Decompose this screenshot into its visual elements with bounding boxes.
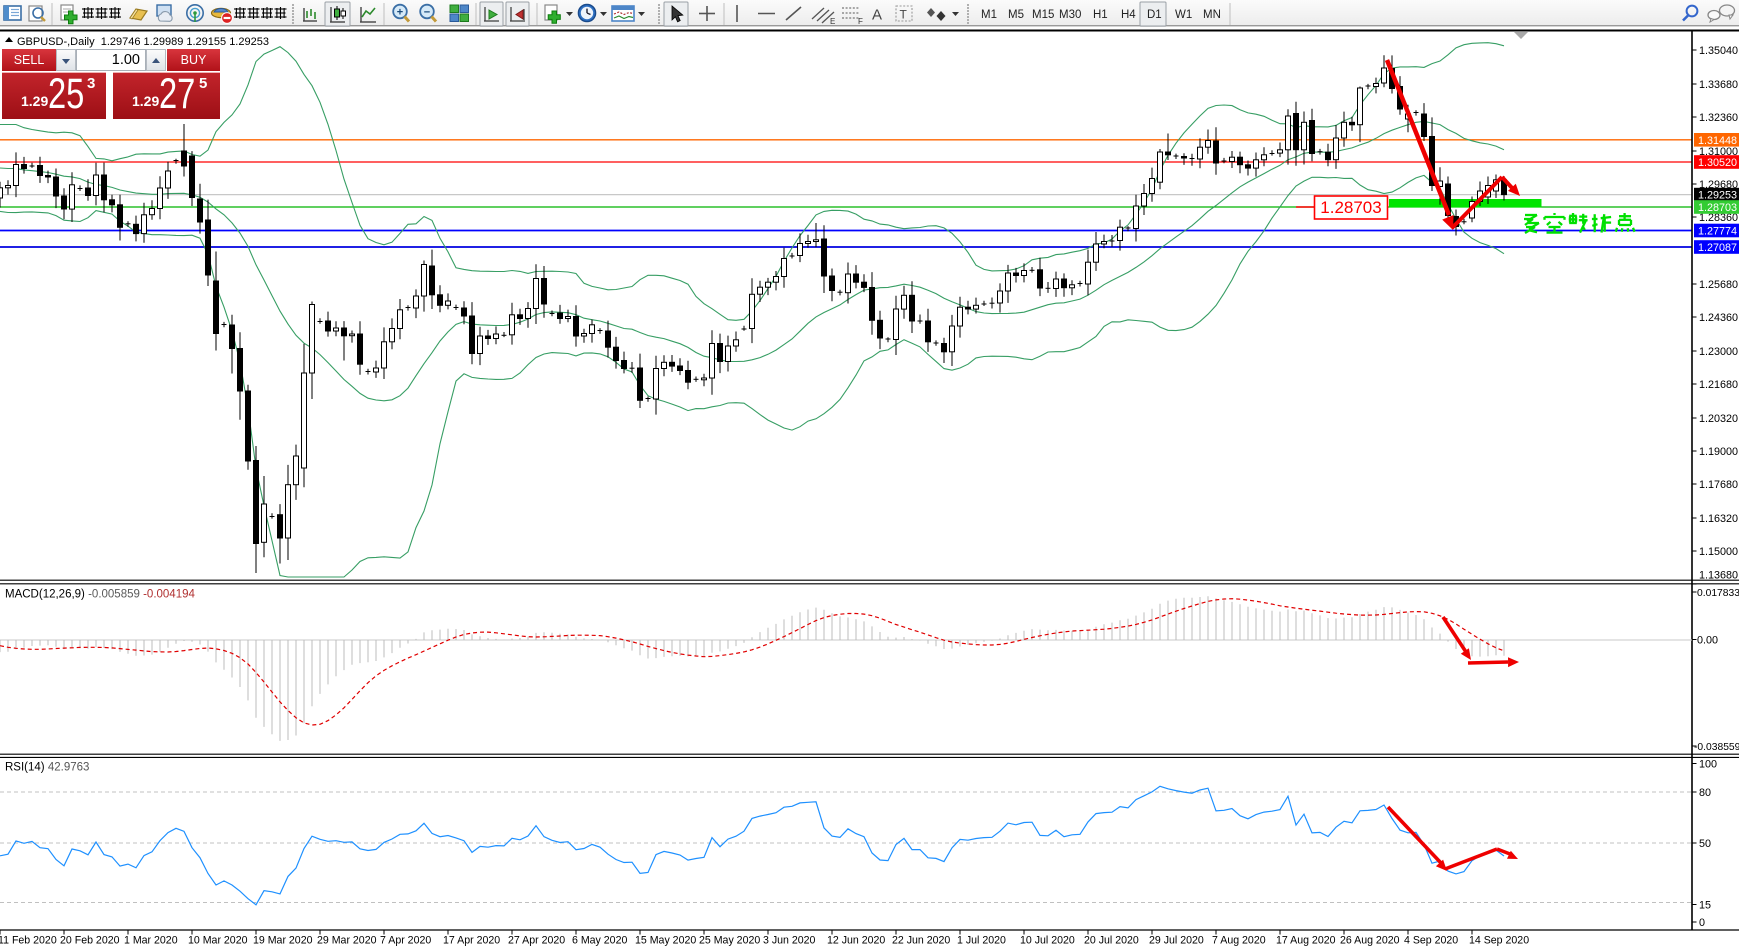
svg-text:D1: D1	[1147, 9, 1162, 21]
svg-text:1.13680: 1.13680	[1699, 570, 1738, 582]
svg-text:1.31448: 1.31448	[1698, 135, 1737, 147]
svg-text:6 May 2020: 6 May 2020	[572, 935, 627, 946]
svg-text:M5: M5	[1008, 9, 1024, 21]
svg-text:7 Apr 2020: 7 Apr 2020	[380, 935, 431, 946]
svg-text:E: E	[830, 17, 835, 26]
svg-text:1.28703: 1.28703	[1698, 202, 1737, 214]
svg-text:RSI(14) 42.9763: RSI(14) 42.9763	[5, 762, 89, 774]
svg-text:11 Feb 2020: 11 Feb 2020	[0, 935, 57, 946]
svg-text:26 Aug 2020: 26 Aug 2020	[1340, 935, 1400, 946]
svg-text:GBPUSD-,Daily 1.29746 1.29989: GBPUSD-,Daily 1.29746 1.29989 1.29155 1.…	[17, 36, 269, 48]
svg-text:M15: M15	[1032, 9, 1054, 21]
svg-text:27 Apr 2020: 27 Apr 2020	[508, 935, 565, 946]
svg-text:1.35040: 1.35040	[1699, 45, 1738, 57]
svg-text:10 Jul 2020: 10 Jul 2020	[1020, 935, 1075, 946]
svg-text:1.17680: 1.17680	[1699, 479, 1738, 491]
svg-text:17 Apr 2020: 17 Apr 2020	[443, 935, 500, 946]
svg-text:0.00: 0.00	[1697, 635, 1718, 647]
svg-text:−: −	[424, 7, 430, 19]
svg-text:1.31000: 1.31000	[1699, 146, 1738, 158]
svg-text:M1: M1	[981, 9, 997, 21]
svg-text:W1: W1	[1175, 9, 1192, 21]
svg-text:29 Mar 2020: 29 Mar 2020	[317, 935, 377, 946]
svg-text:1.28360: 1.28360	[1699, 212, 1738, 224]
svg-text:1.25680: 1.25680	[1699, 279, 1738, 291]
svg-text:1.21680: 1.21680	[1699, 379, 1738, 391]
svg-text:20 Jul 2020: 20 Jul 2020	[1084, 935, 1139, 946]
svg-text:1.23000: 1.23000	[1699, 346, 1738, 358]
svg-text:15 May 2020: 15 May 2020	[635, 935, 696, 946]
svg-text:A: A	[872, 7, 882, 24]
svg-text:1.15000: 1.15000	[1699, 546, 1738, 558]
svg-text:19 Mar 2020: 19 Mar 2020	[253, 935, 313, 946]
svg-text:20 Feb 2020: 20 Feb 2020	[60, 935, 120, 946]
svg-text:50: 50	[1699, 838, 1711, 850]
svg-text:15: 15	[1699, 900, 1711, 912]
svg-text:10 Mar 2020: 10 Mar 2020	[188, 935, 248, 946]
svg-text:80: 80	[1699, 787, 1711, 799]
svg-text:M30: M30	[1059, 9, 1081, 21]
svg-text:17 Aug 2020: 17 Aug 2020	[1276, 935, 1336, 946]
svg-text:29 Jul 2020: 29 Jul 2020	[1149, 935, 1204, 946]
svg-text:1.30520: 1.30520	[1698, 157, 1737, 169]
svg-text:+: +	[397, 7, 403, 19]
svg-text:7 Aug 2020: 7 Aug 2020	[1212, 935, 1266, 946]
svg-text:1 Jul 2020: 1 Jul 2020	[957, 935, 1006, 946]
svg-text:H1: H1	[1093, 9, 1108, 21]
svg-text:3 Jun 2020: 3 Jun 2020	[763, 935, 816, 946]
svg-text:T: T	[900, 8, 908, 22]
svg-text:22 Jun 2020: 22 Jun 2020	[892, 935, 950, 946]
svg-text:0: 0	[1699, 917, 1705, 929]
svg-text:1.29253: 1.29253	[1698, 190, 1737, 202]
svg-text:1.24360: 1.24360	[1699, 312, 1738, 324]
svg-text:25 May 2020: 25 May 2020	[699, 935, 760, 946]
svg-text:MN: MN	[1203, 9, 1221, 21]
svg-text:MACD(12,26,9) -0.005859 -0.004: MACD(12,26,9) -0.005859 -0.004194	[5, 589, 195, 601]
svg-text:H4: H4	[1121, 9, 1136, 21]
svg-text:0.017833: 0.017833	[1697, 588, 1739, 599]
svg-text:4 Sep 2020: 4 Sep 2020	[1404, 935, 1458, 946]
svg-text:F: F	[858, 17, 863, 26]
svg-text:100: 100	[1699, 759, 1717, 771]
svg-text:1.19000: 1.19000	[1699, 446, 1738, 458]
svg-text:1.32360: 1.32360	[1699, 112, 1738, 124]
svg-text:1.16320: 1.16320	[1699, 513, 1738, 525]
svg-text:1.27774: 1.27774	[1698, 226, 1737, 238]
svg-text:1.27087: 1.27087	[1698, 242, 1737, 254]
svg-text:14 Sep 2020: 14 Sep 2020	[1469, 935, 1529, 946]
svg-text:-0.038559: -0.038559	[1694, 742, 1739, 753]
svg-text:12 Jun 2020: 12 Jun 2020	[827, 935, 885, 946]
svg-text:1.33680: 1.33680	[1699, 79, 1738, 91]
svg-text:1.20320: 1.20320	[1699, 413, 1738, 425]
svg-text:1.28703: 1.28703	[1320, 198, 1381, 217]
svg-text:1 Mar 2020: 1 Mar 2020	[124, 935, 178, 946]
